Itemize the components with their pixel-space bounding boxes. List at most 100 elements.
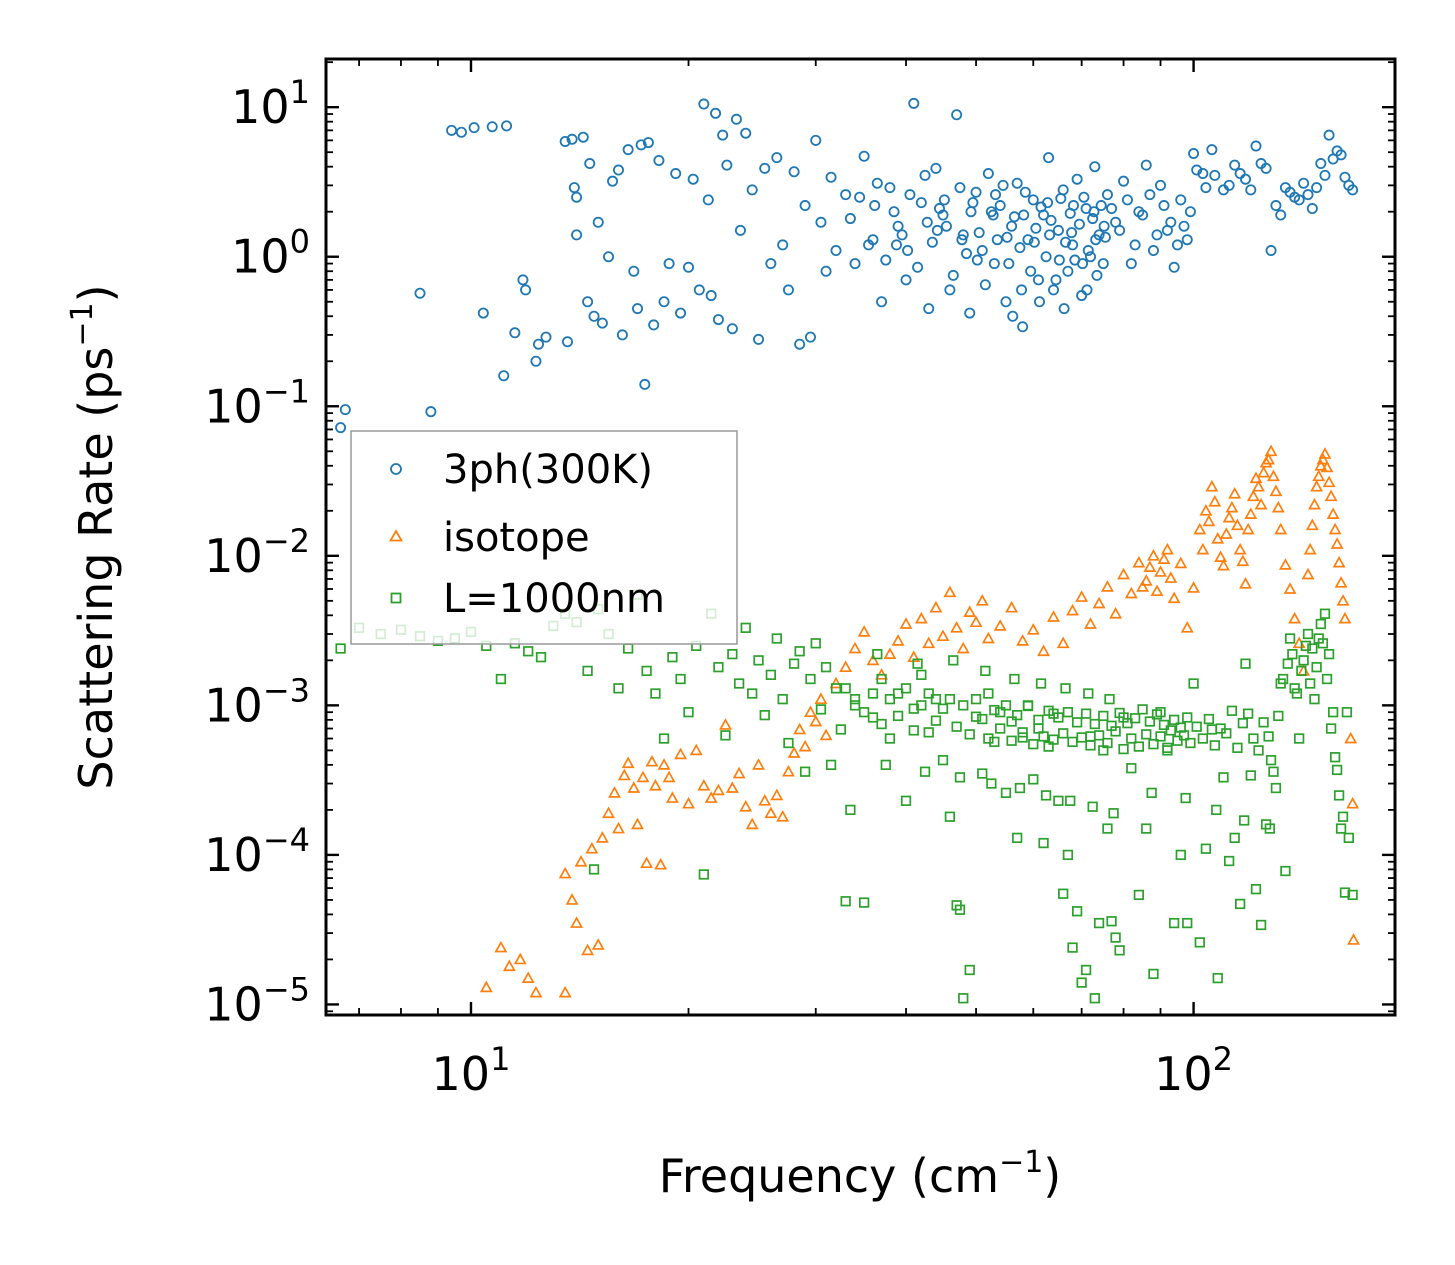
data-point (591, 938, 605, 950)
y-tick-label: 100 (231, 223, 310, 284)
data-point (848, 641, 862, 654)
data-point (571, 229, 583, 241)
data-point (1028, 774, 1039, 785)
data-point (921, 216, 933, 228)
data-point (1180, 621, 1194, 633)
data-point (501, 120, 513, 132)
data-point (916, 669, 927, 680)
data-point (645, 754, 659, 767)
data-point (765, 669, 776, 680)
data-point (900, 274, 912, 286)
data-point (954, 904, 966, 915)
data-point (1129, 239, 1141, 251)
data-point (747, 688, 758, 699)
data-point (1129, 713, 1141, 724)
data-point (1287, 649, 1298, 660)
data-point (1154, 565, 1167, 577)
data-point (1250, 140, 1262, 152)
data-point (777, 694, 788, 705)
data-point (1305, 518, 1319, 531)
data-point (1143, 560, 1157, 572)
data-point (883, 647, 897, 660)
data-point (1141, 823, 1152, 834)
data-point (1226, 705, 1238, 716)
data-point (1097, 258, 1109, 270)
data-point (1288, 611, 1302, 624)
y-tick-labels: 10−5 10−4 10−3 10−2 10−1 100 101 (204, 73, 310, 1031)
data-point (1182, 917, 1193, 929)
data-point (926, 236, 938, 248)
data-point (814, 692, 828, 705)
data-point (1310, 479, 1324, 492)
data-point (1077, 258, 1089, 270)
data-point (1174, 556, 1188, 569)
data-point (588, 864, 600, 875)
data-point (712, 314, 724, 326)
data-point (958, 993, 969, 1004)
data-point (1278, 558, 1292, 570)
x-axis-label: Frequency (cm−1) (659, 1145, 1062, 1203)
data-point (1067, 942, 1078, 953)
data-point (976, 245, 988, 257)
data-point (1323, 649, 1335, 660)
data-point (1221, 728, 1232, 739)
data-point (617, 768, 631, 781)
data-point (1042, 197, 1054, 209)
data-point (1346, 796, 1360, 809)
data-point (1280, 865, 1291, 877)
data-point (1181, 234, 1193, 246)
data-point (900, 683, 912, 694)
data-point (1085, 740, 1096, 751)
data-point (1082, 245, 1094, 257)
data-point (1291, 688, 1303, 699)
data-point (830, 245, 842, 257)
data-point (1172, 735, 1183, 746)
data-point (1066, 227, 1078, 239)
data-point (1178, 220, 1190, 232)
data-point (1083, 688, 1094, 699)
data-point (1245, 770, 1256, 781)
data-point (944, 694, 956, 705)
data-point (923, 727, 934, 738)
data-point (759, 162, 771, 174)
data-point (613, 683, 624, 694)
data-point (1270, 782, 1282, 794)
data-point (794, 646, 805, 657)
data-point (1237, 718, 1248, 729)
data-point (732, 766, 746, 779)
data-point (1087, 801, 1098, 812)
data-point (929, 600, 943, 613)
data-point (1169, 917, 1180, 929)
data-point (1232, 742, 1243, 753)
data-point (1253, 745, 1264, 756)
data-point (1293, 194, 1305, 206)
legend-marker-3ph (390, 463, 402, 475)
data-point (1307, 643, 1318, 654)
data-point (1151, 709, 1163, 720)
data-point (1196, 542, 1210, 555)
y-tick-label: 10−3 (204, 671, 310, 732)
data-point (900, 795, 912, 806)
data-point (1140, 159, 1152, 171)
data-point (649, 779, 662, 791)
data-point (783, 737, 794, 749)
data-point (1106, 916, 1117, 927)
data-point (1132, 555, 1146, 568)
data-point (713, 662, 724, 673)
data-point (612, 821, 625, 834)
data-point (1073, 218, 1085, 230)
data-point (1298, 177, 1310, 189)
data-point (1084, 617, 1097, 629)
data-point (1144, 716, 1156, 727)
data-point (1148, 968, 1159, 980)
data-point (1302, 628, 1314, 640)
data-point (753, 655, 764, 666)
data-point (957, 229, 969, 241)
data-point (577, 131, 589, 143)
data-point (902, 245, 914, 257)
data-point (1218, 772, 1229, 783)
data-point (1006, 716, 1017, 727)
data-point (960, 248, 972, 260)
data-point (603, 251, 615, 263)
data-point (1067, 239, 1079, 251)
